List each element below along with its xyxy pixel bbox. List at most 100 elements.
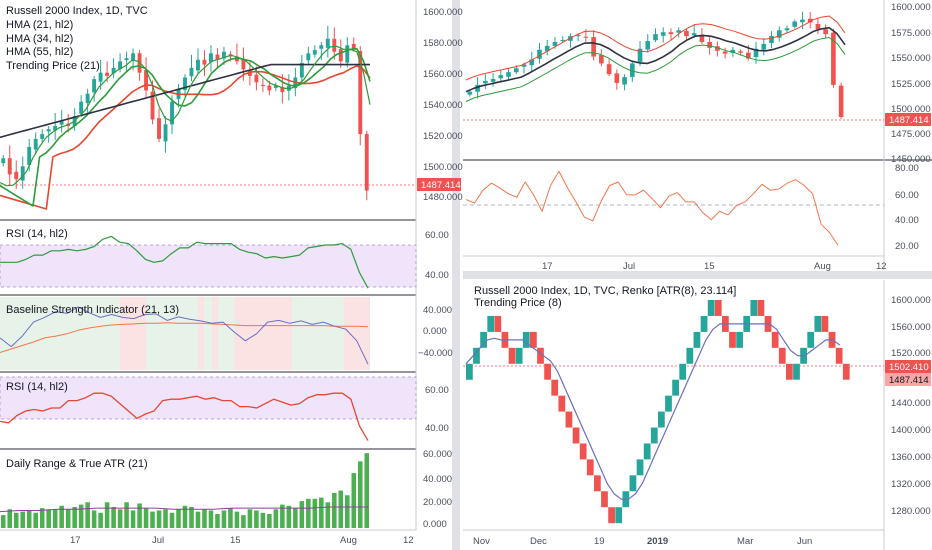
candle-body bbox=[33, 138, 38, 150]
renko-box bbox=[729, 331, 736, 348]
range-bar bbox=[332, 492, 337, 528]
renko-box bbox=[480, 331, 487, 348]
renko-box bbox=[736, 331, 743, 348]
candle-body bbox=[560, 40, 566, 42]
rsi2-legend: RSI (14, hl2) bbox=[6, 381, 68, 393]
candle-body bbox=[792, 21, 798, 27]
candle-body bbox=[312, 50, 317, 55]
candle-body bbox=[738, 51, 743, 53]
svg-text:Dec: Dec bbox=[530, 536, 547, 547]
left-atr-bars bbox=[0, 453, 370, 528]
candle-body bbox=[684, 31, 689, 37]
candle-body bbox=[467, 91, 473, 95]
renko-box bbox=[658, 411, 665, 428]
range-bar bbox=[117, 509, 123, 528]
renko-box bbox=[537, 347, 544, 364]
range-bar bbox=[26, 510, 32, 528]
trending-price-line bbox=[465, 323, 841, 500]
legend-line: Russell 2000 Index, 1D, TVC bbox=[6, 5, 148, 17]
renko-box bbox=[586, 459, 594, 476]
candle-body bbox=[637, 48, 643, 62]
range-bar bbox=[176, 509, 181, 528]
range-bar bbox=[293, 508, 298, 528]
candle-body bbox=[490, 79, 496, 82]
svg-text:1580.000: 1580.000 bbox=[423, 38, 463, 49]
topright-price-tag bbox=[885, 113, 931, 126]
svg-text:−40.000: −40.000 bbox=[418, 348, 453, 359]
svg-text:1400.000: 1400.000 bbox=[891, 425, 931, 436]
left-rsi1-y-ticks: 60.00 40.00 bbox=[425, 230, 449, 281]
candle-body bbox=[645, 41, 651, 50]
svg-text:1560.000: 1560.000 bbox=[423, 69, 463, 80]
range-bar bbox=[215, 513, 220, 528]
candle-body bbox=[202, 59, 207, 65]
svg-text:Nov: Nov bbox=[473, 536, 490, 547]
range-bar bbox=[351, 473, 357, 528]
renko-price-tag-label: 1487.414 bbox=[889, 375, 929, 386]
range-bar bbox=[364, 453, 370, 528]
renko-box bbox=[522, 331, 530, 348]
renko-box bbox=[700, 315, 708, 332]
candle-body bbox=[319, 45, 324, 49]
svg-text:1500.000: 1500.000 bbox=[423, 162, 463, 173]
middle-band bbox=[465, 26, 846, 93]
candle-body bbox=[838, 85, 844, 118]
range-bar bbox=[65, 509, 71, 528]
hma-34-line bbox=[0, 47, 371, 207]
renko-box bbox=[565, 411, 573, 428]
candle-body bbox=[163, 124, 168, 142]
candle-body bbox=[761, 43, 767, 50]
candle-body bbox=[131, 53, 136, 61]
candle-body bbox=[299, 62, 304, 78]
candle-body bbox=[769, 36, 774, 44]
candle-body bbox=[98, 72, 103, 82]
svg-text:0.000: 0.000 bbox=[423, 519, 447, 530]
svg-text:Jun: Jun bbox=[797, 536, 812, 547]
renko-box bbox=[466, 363, 473, 380]
candle-body bbox=[622, 77, 627, 85]
renko-box bbox=[615, 507, 623, 524]
last-price-tag bbox=[417, 178, 461, 191]
svg-text:1280.000: 1280.000 bbox=[891, 506, 931, 517]
range-bar bbox=[306, 498, 311, 528]
svg-text:20.000: 20.000 bbox=[423, 497, 452, 508]
candle-body bbox=[332, 38, 337, 52]
candle-body bbox=[552, 41, 558, 46]
candle-body bbox=[325, 38, 330, 48]
candle-body bbox=[222, 51, 226, 59]
candle-body bbox=[575, 35, 581, 37]
renko-box bbox=[636, 459, 644, 476]
renko-box bbox=[473, 347, 480, 364]
renko-legend: Russell 2000 Index, 1D, TVC, Renko [ATR(… bbox=[474, 285, 736, 297]
candle-body bbox=[483, 80, 488, 84]
topright-bands bbox=[465, 15, 846, 102]
candle-body bbox=[1, 158, 6, 164]
candle-body bbox=[247, 70, 252, 76]
renko-box bbox=[807, 331, 815, 348]
candle-body bbox=[475, 84, 480, 92]
candle-body bbox=[92, 79, 97, 93]
range-bar bbox=[124, 502, 129, 528]
renko-box bbox=[778, 347, 786, 364]
range-bar bbox=[130, 510, 136, 528]
left-bsi-lines bbox=[0, 306, 369, 365]
candle-body bbox=[513, 68, 519, 73]
renko-box bbox=[494, 315, 502, 332]
renko-box bbox=[643, 443, 651, 460]
renko-box bbox=[771, 331, 779, 348]
range-bar bbox=[228, 508, 233, 528]
renko-y-ticks: 1600.000 1560.000 1520.000 1440.000 1400… bbox=[891, 295, 931, 517]
candle-body bbox=[707, 41, 712, 48]
range-bar bbox=[163, 509, 168, 528]
renko-box bbox=[601, 491, 608, 508]
renko-legend: Trending Price (8) bbox=[474, 297, 562, 309]
svg-text:Jul: Jul bbox=[623, 261, 635, 272]
renko-boxes bbox=[466, 300, 850, 524]
svg-text:1360.000: 1360.000 bbox=[891, 452, 931, 463]
candle-body bbox=[254, 74, 259, 83]
svg-text:Aug: Aug bbox=[814, 261, 831, 272]
candle-body bbox=[521, 64, 527, 67]
range-bar bbox=[78, 504, 84, 528]
candle-body bbox=[189, 67, 194, 77]
svg-text:40.00: 40.00 bbox=[425, 423, 449, 434]
